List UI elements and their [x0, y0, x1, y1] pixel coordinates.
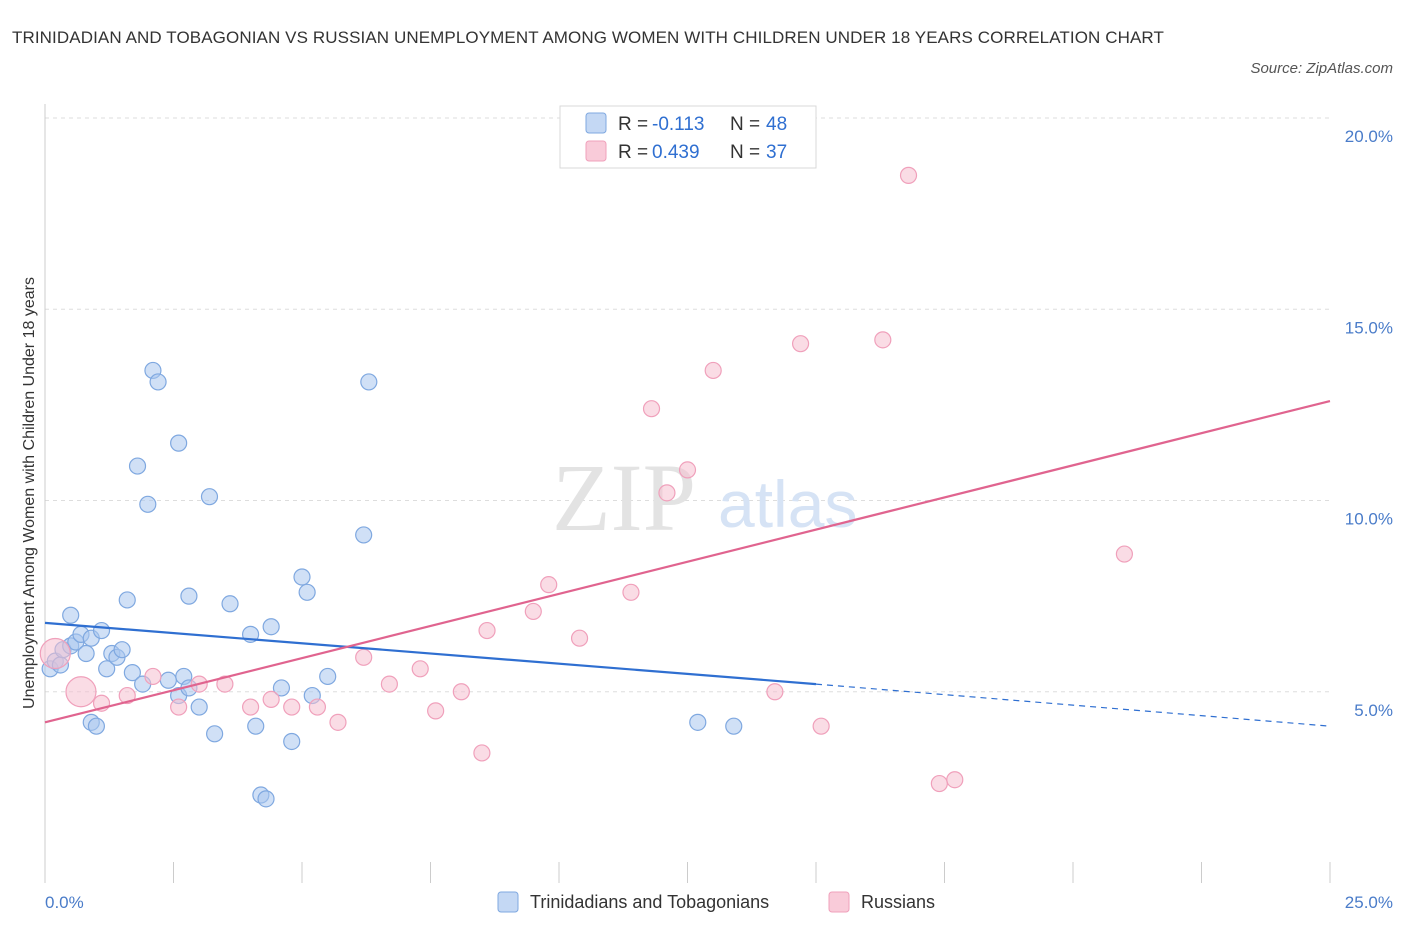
- point-trinidadian: [123, 664, 141, 682]
- point-russian: [540, 576, 558, 594]
- y-tick-label: 10.0%: [1345, 510, 1393, 529]
- point-trinidadian: [206, 725, 224, 743]
- point-russian: [678, 461, 697, 479]
- point-trinidadian: [293, 568, 311, 586]
- point-trinidadian: [128, 457, 147, 475]
- trend-lines: [44, 399, 1331, 727]
- point-russian: [427, 702, 445, 720]
- legend-n-label: N =: [730, 114, 760, 135]
- point-trinidadian: [180, 587, 198, 605]
- point-trinidadian: [360, 373, 378, 391]
- point-russian: [262, 690, 280, 709]
- point-trinidadian: [257, 790, 275, 808]
- watermark-atlas: atlas: [718, 467, 857, 541]
- point-russian: [144, 667, 162, 686]
- point-trinidadian: [92, 621, 111, 640]
- point-russian: [411, 660, 429, 678]
- point-trinidadian: [77, 644, 95, 663]
- point-russian: [478, 621, 496, 640]
- point-trinidadian: [283, 732, 301, 751]
- point-trinidadian: [725, 717, 743, 735]
- point-russian: [283, 698, 301, 716]
- legend-r-label: R =: [618, 142, 648, 163]
- point-trinidadian: [221, 595, 239, 613]
- point-trinidadian: [98, 660, 116, 678]
- point-russian: [704, 361, 722, 380]
- legend-swatch-pink: [585, 140, 607, 162]
- series-swatch-blue: [497, 891, 519, 913]
- point-russian: [329, 713, 347, 731]
- legend-r-value: 0.439: [652, 142, 700, 163]
- watermark: ZIP atlas: [552, 444, 857, 551]
- y-tick-label: 15.0%: [1345, 318, 1393, 337]
- point-trinidadian: [355, 526, 373, 544]
- legend-r-label: R =: [618, 114, 648, 135]
- point-russian: [642, 400, 661, 418]
- point-russian: [946, 771, 964, 789]
- point-trinidadian: [298, 583, 316, 601]
- point-trinidadian: [62, 606, 80, 624]
- legend-n-value: 48: [766, 114, 787, 135]
- point-trinidadian: [262, 618, 280, 636]
- point-russian: [65, 676, 97, 708]
- point-russian: [452, 683, 470, 701]
- point-russian: [812, 717, 830, 735]
- point-trinidadian: [689, 713, 707, 731]
- point-russian: [658, 484, 676, 502]
- y-tick-label: 20.0%: [1345, 127, 1393, 146]
- point-russian: [355, 648, 373, 666]
- series-swatch-pink: [828, 891, 850, 913]
- y-tick-label: 5.0%: [1354, 701, 1393, 720]
- correlation-legend: R = -0.113 N = 48 R = 0.439 N = 37: [559, 105, 817, 169]
- watermark-zip: ZIP: [552, 444, 696, 551]
- point-russian: [791, 335, 810, 353]
- data-points: [39, 166, 1134, 808]
- point-russian: [930, 774, 948, 793]
- point-trinidadian: [319, 667, 337, 686]
- point-trinidadian: [87, 717, 106, 735]
- point-russian: [170, 698, 188, 716]
- point-russian: [242, 698, 260, 716]
- legend-n-label: N =: [730, 142, 760, 163]
- point-trinidadian: [159, 671, 177, 689]
- x-tick-label: 0.0%: [45, 893, 84, 912]
- axes: 5.0% 10.0% 15.0% 20.0% 0.0% 25.0%: [44, 104, 1393, 912]
- point-russian: [118, 686, 136, 705]
- source-credit: Source: ZipAtlas.com: [1250, 60, 1393, 77]
- point-russian: [308, 698, 327, 716]
- point-russian: [39, 637, 71, 670]
- point-russian: [473, 744, 491, 762]
- point-russian: [1115, 545, 1134, 563]
- x-tick-label: 25.0%: [1345, 893, 1393, 912]
- trend-line-russian: [44, 399, 1331, 724]
- chart-title: TRINIDADIAN AND TOBAGONIAN VS RUSSIAN UN…: [12, 28, 1164, 47]
- point-trinidadian: [149, 373, 167, 391]
- series-legend: Trinidadians and Tobagonians Russians: [497, 891, 935, 913]
- legend-r-value: -0.113: [652, 114, 704, 135]
- trend-line-trinidadian-extension: [815, 683, 1331, 727]
- point-russian: [216, 675, 234, 693]
- point-russian: [874, 331, 892, 349]
- point-russian: [380, 675, 398, 693]
- legend-n-value: 37: [766, 142, 787, 163]
- point-trinidadian: [170, 434, 188, 452]
- point-trinidadian: [272, 679, 291, 697]
- point-trinidadian: [190, 698, 208, 716]
- point-russian: [570, 629, 589, 647]
- series-legend-label: Trinidadians and Tobagonians: [530, 892, 769, 912]
- y-axis-label: Unemployment Among Women with Children U…: [21, 277, 38, 709]
- point-trinidadian: [200, 488, 219, 506]
- point-russian: [766, 683, 784, 701]
- legend-swatch-blue: [585, 112, 607, 134]
- point-trinidadian: [247, 717, 265, 735]
- point-russian: [899, 166, 918, 184]
- point-russian: [524, 602, 542, 621]
- series-legend-label: Russians: [861, 892, 935, 912]
- point-russian: [622, 583, 640, 601]
- point-trinidadian: [113, 641, 131, 659]
- point-trinidadian: [118, 591, 136, 609]
- trend-line-trinidadian: [44, 621, 817, 686]
- point-trinidadian: [139, 495, 157, 513]
